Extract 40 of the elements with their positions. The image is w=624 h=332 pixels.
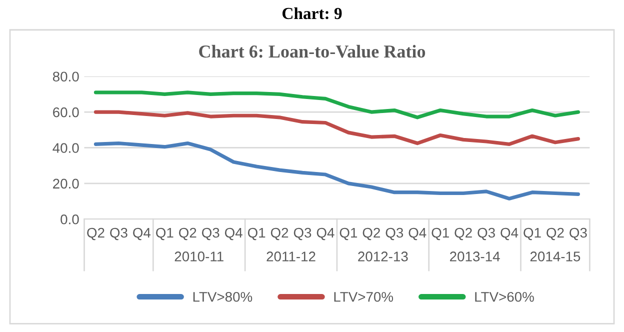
x-tick-label: Q3 [478, 228, 495, 240]
x-tick-label: Q2 [270, 228, 288, 240]
x-tick-label: Q1 [432, 228, 449, 240]
x-tick-label: Q1 [524, 228, 541, 240]
x-tick-label: Q4 [133, 228, 151, 240]
x-tick-label: Q3 [386, 228, 404, 240]
y-tick-label: 60.0 [53, 107, 79, 118]
x-tick-label: Q2 [87, 228, 104, 240]
line-series [94, 141, 580, 200]
x-tick-label: Q1 [340, 228, 358, 240]
line-series [94, 110, 580, 146]
x-tick-label: Q1 [248, 228, 266, 240]
x-tick-label: Q4 [316, 228, 334, 240]
y-tick-label: 20.0 [53, 178, 79, 189]
chart-title: Chart: 9 [282, 7, 342, 20]
y-tick-label: 0.0 [60, 214, 79, 224]
x-tick-label: Q4 [500, 228, 518, 240]
x-tick-label: Q2 [362, 228, 380, 240]
x-tick-label: Q4 [408, 228, 426, 240]
x-tick-label: Q2 [546, 228, 564, 240]
x-tick-label: Q1 [156, 228, 174, 240]
text: 2012-13 [358, 252, 408, 262]
legend-label: LTV>70% [334, 292, 394, 302]
x-tick-label: Q4 [224, 228, 242, 240]
x-tick-label: Q3 [110, 228, 128, 240]
chart-subtitle: Chart 6: Loan-to-Value Ratio [199, 44, 426, 58]
y-tick-label: 40.0 [52, 143, 79, 153]
text: 2011-12 [266, 252, 316, 262]
legend-label: LTV>60% [475, 292, 534, 302]
text: 2013-14 [450, 252, 500, 262]
legend-label: LTV>80% [193, 292, 252, 302]
text: 2014-15 [530, 252, 580, 262]
x-tick-label: Q3 [202, 228, 220, 240]
line-series [94, 90, 580, 120]
text: 2010-11 [174, 252, 224, 262]
x-tick-label: Q3 [294, 228, 312, 240]
x-tick-label: Q2 [179, 228, 196, 240]
x-tick-label: Q2 [454, 228, 472, 240]
x-tick-label: Q3 [570, 228, 587, 240]
y-tick-label: 80.0 [52, 72, 79, 82]
